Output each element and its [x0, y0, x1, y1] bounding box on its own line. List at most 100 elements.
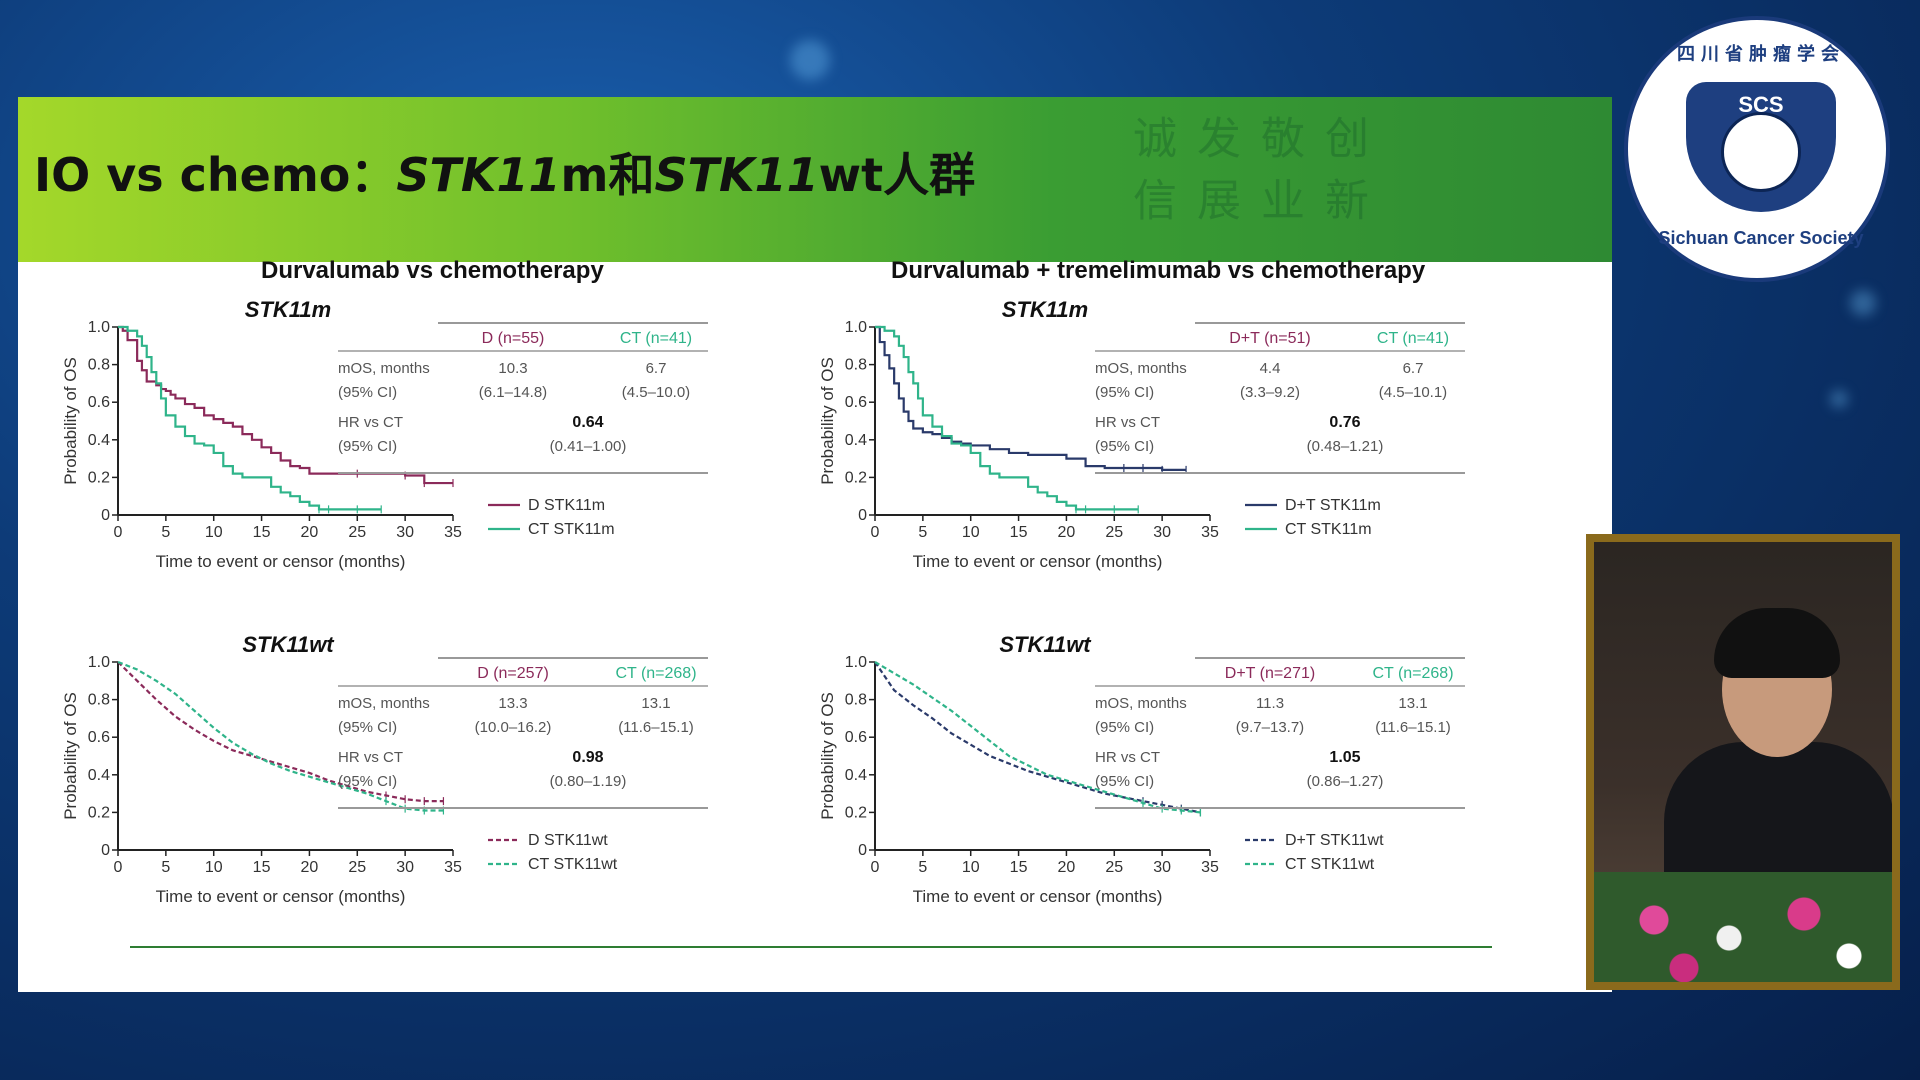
x-tick-label: 30 — [396, 524, 414, 541]
slide-title: IO vs chemo：STK11m和STK11wt人群 — [34, 139, 975, 205]
speaker-hair — [1714, 608, 1840, 678]
table-cell: 1.05 — [1329, 749, 1360, 766]
table-header-ct: CT (n=41) — [620, 330, 692, 347]
y-tick-label: 0.6 — [88, 394, 110, 411]
x-tick-label: 25 — [1105, 859, 1123, 876]
background-glow — [790, 40, 830, 80]
x-tick-label: 15 — [253, 859, 271, 876]
series-line — [118, 325, 382, 511]
x-axis-label: Time to event or censor (months) — [913, 887, 1163, 906]
table-header-arm: D (n=55) — [482, 330, 545, 347]
y-tick-label: 0 — [101, 507, 110, 524]
x-tick-label: 20 — [1058, 524, 1076, 541]
table-cell: 10.3 — [498, 360, 527, 377]
y-tick-label: 0 — [101, 842, 110, 859]
y-axis-label: Probability of OS — [818, 692, 837, 820]
clock-icon — [1721, 112, 1801, 192]
legend-label: CT STK11wt — [528, 856, 618, 873]
x-tick-label: 35 — [1201, 524, 1219, 541]
table-row-label: (95% CI) — [1095, 438, 1154, 455]
table-cell: 11.3 — [1256, 695, 1284, 712]
y-tick-label: 1.0 — [88, 319, 110, 336]
table-row-label: HR vs CT — [338, 414, 403, 431]
table-header-ct: CT (n=268) — [615, 665, 696, 682]
x-tick-label: 10 — [205, 524, 223, 541]
table-cell: (11.6–15.1) — [618, 719, 694, 736]
slide: IO vs chemo：STK11m和STK11wt人群 创新敬业发展诚信 Du… — [18, 97, 1612, 992]
y-tick-label: 0.8 — [88, 692, 110, 709]
x-tick-label: 35 — [1201, 859, 1219, 876]
km-chart-d-stk11wt: 0 5 10 15 20 25 30 35 0 0.2 0.4 0.6 0.8 1.0 Time to ev… — [61, 632, 708, 906]
table-cell: (10.0–16.2) — [475, 719, 552, 736]
table-cell: (0.86–1.27) — [1307, 773, 1384, 790]
table-row-label: (95% CI) — [1095, 384, 1154, 401]
y-tick-label: 1.0 — [845, 654, 867, 671]
table-cell: 13.1 — [641, 695, 670, 712]
chart-subtitle: STK11m — [1002, 297, 1088, 322]
x-axis-label: Time to event or censor (months) — [156, 552, 406, 571]
table-cell: (4.5–10.0) — [622, 384, 690, 401]
x-tick-label: 5 — [918, 859, 927, 876]
y-tick-label: 0.2 — [88, 804, 110, 821]
x-tick-label: 5 — [161, 859, 170, 876]
table-cell: (6.1–14.8) — [479, 384, 547, 401]
legend-label: CT STK11m — [528, 521, 615, 538]
y-tick-label: 0.8 — [845, 357, 867, 374]
table-header-arm: D+T (n=271) — [1225, 665, 1315, 682]
title-prefix: IO vs chemo： — [34, 148, 397, 202]
x-tick-label: 25 — [348, 524, 366, 541]
table-row-label: mOS, months — [1095, 360, 1187, 377]
table-cell: 0.76 — [1329, 414, 1360, 431]
y-tick-label: 0 — [858, 507, 867, 524]
x-tick-label: 0 — [114, 524, 123, 541]
x-tick-label: 35 — [444, 524, 462, 541]
table-row-label: (95% CI) — [1095, 719, 1154, 736]
y-tick-label: 0.8 — [88, 357, 110, 374]
society-logo: 四川省肿瘤学会 SCS Sichuan Cancer Society — [1624, 16, 1890, 282]
x-tick-label: 15 — [253, 524, 271, 541]
x-tick-label: 20 — [1058, 859, 1076, 876]
left-panel-title: Durvalumab vs chemotherapy — [261, 257, 604, 284]
table-header-ct: CT (n=41) — [1377, 330, 1449, 347]
table-row-label: HR vs CT — [1095, 414, 1160, 431]
table-header-arm: D (n=257) — [477, 665, 549, 682]
y-tick-label: 0.2 — [88, 469, 110, 486]
table-cell: 13.1 — [1398, 695, 1427, 712]
y-axis-label: Probability of OS — [61, 357, 80, 485]
legend-label: CT STK11wt — [1285, 856, 1375, 873]
chart-subtitle: STK11wt — [242, 632, 335, 657]
x-tick-label: 5 — [918, 524, 927, 541]
x-tick-label: 5 — [161, 524, 170, 541]
chart-subtitle: STK11wt — [999, 632, 1092, 657]
table-cell: 6.7 — [1403, 360, 1424, 377]
speaker-video-frame — [1594, 542, 1892, 982]
table-cell: (0.41–1.00) — [550, 438, 627, 455]
table-row-label: (95% CI) — [1095, 773, 1154, 790]
y-tick-label: 0.6 — [845, 394, 867, 411]
y-tick-label: 0.4 — [845, 767, 867, 784]
title-mid: m和 — [560, 148, 655, 202]
x-tick-label: 10 — [962, 524, 980, 541]
y-tick-label: 0.4 — [88, 432, 110, 449]
right-panel-title: Durvalumab + tremelimumab vs chemotherap… — [891, 257, 1426, 284]
x-tick-label: 0 — [871, 859, 880, 876]
series-line — [118, 325, 453, 485]
km-chart-dt-stk11m: 0 5 10 15 20 25 30 35 0 0.2 0.4 0.6 0.8 1.0 Time to ev… — [818, 297, 1465, 571]
y-tick-label: 0.4 — [88, 767, 110, 784]
speaker-video — [1586, 534, 1900, 990]
title-bar: IO vs chemo：STK11m和STK11wt人群 创新敬业发展诚信 — [18, 97, 1612, 262]
table-cell: 13.3 — [498, 695, 527, 712]
y-tick-label: 0.2 — [845, 469, 867, 486]
legend-label: D+T STK11wt — [1285, 832, 1384, 849]
legend-label: D STK11wt — [528, 832, 608, 849]
table-cell: (3.3–9.2) — [1240, 384, 1300, 401]
x-tick-label: 0 — [114, 859, 123, 876]
table-row-label: HR vs CT — [338, 749, 403, 766]
calligraphy-watermark: 创新敬业发展诚信 — [1125, 115, 1368, 239]
series-line — [117, 661, 444, 803]
table-cell: 0.98 — [572, 749, 603, 766]
x-tick-label: 30 — [1153, 524, 1171, 541]
x-tick-label: 25 — [1105, 524, 1123, 541]
table-row-label: (95% CI) — [338, 384, 397, 401]
y-tick-label: 1.0 — [845, 319, 867, 336]
